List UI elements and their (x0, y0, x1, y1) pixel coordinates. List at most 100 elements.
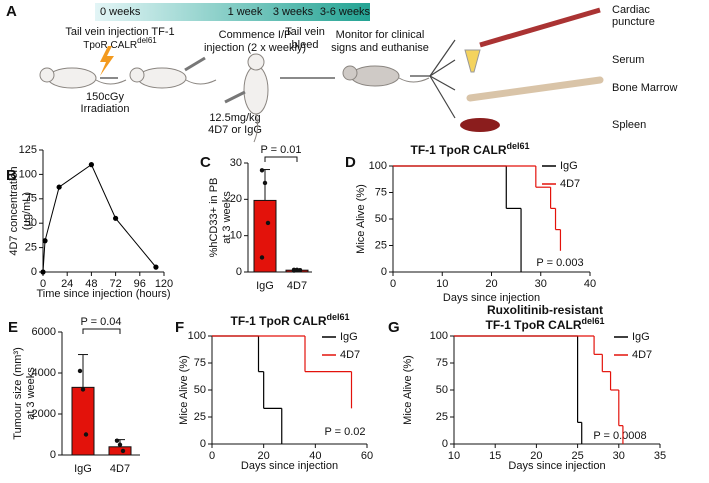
sample-label: puncture (612, 16, 655, 28)
step-label: 4D7 or IgG (208, 124, 262, 136)
y-axis-label: at 3 weeks (25, 367, 37, 420)
y-tick-label: 0 (381, 266, 387, 278)
line (42, 163, 157, 273)
bar (253, 199, 277, 273)
x-tick-label: 10 (448, 450, 460, 462)
legend-label: 4D7 (560, 178, 580, 190)
y-tick-label: 6000 (32, 326, 56, 338)
y-tick-label: 75 (194, 357, 206, 369)
legend-label: 4D7 (632, 349, 652, 361)
point (259, 255, 265, 260)
sample-label: Bone Marrow (612, 82, 677, 94)
x-tick-label: 30 (535, 278, 547, 290)
point (40, 269, 46, 275)
schematic: A 0 weeks 1 week 3 weeks 3-6 weeks Tail … (6, 3, 677, 143)
y-axis-label: Mice Alive (%) (402, 355, 414, 425)
y-tick-label: 75 (25, 193, 37, 205)
panel-label: B (6, 167, 17, 184)
y-tick-label: 4000 (32, 367, 56, 379)
x-tick-label: 0 (390, 278, 396, 290)
y-axis-label: %hCD33+ in PB (208, 178, 220, 258)
point (113, 215, 119, 221)
step-label: TpoR CALRdel61 (83, 36, 157, 51)
point (120, 448, 126, 454)
y-tick-label: 25 (436, 411, 448, 423)
step-label: Tail vein injection TF-1 (65, 26, 174, 38)
y-axis-label: Mice Alive (%) (178, 355, 190, 425)
y-tick-label: 125 (19, 144, 37, 156)
mice (39, 53, 400, 115)
point (114, 438, 120, 443)
y-tick-label: 10 (230, 230, 242, 242)
chart-title: Ruxolitinib-resistant (487, 303, 603, 317)
step-label: Irradiation (81, 103, 130, 115)
point (56, 184, 62, 190)
panel-label: A (6, 3, 17, 20)
bar (108, 446, 132, 456)
legend-label: IgG (340, 331, 358, 343)
y-axis-label: Mice Alive (%) (355, 184, 367, 254)
x-axis-label: Days since injection (443, 292, 540, 304)
x-axis-label: Time since injection (hours) (36, 288, 170, 300)
significance-bracket (82, 328, 121, 334)
x-tick-label: 20 (485, 278, 497, 290)
point (42, 238, 48, 244)
step-label: injection (2 x weekly) (204, 42, 306, 54)
step-label: Commence I/P (219, 29, 292, 41)
x-tick-label: 120 (155, 278, 173, 290)
x-tick-label: 4D7 (287, 280, 307, 292)
point (80, 387, 86, 392)
p-value: P = 0.02 (324, 426, 365, 438)
sample-icons (184, 7, 604, 132)
y-tick-label: 20 (230, 193, 242, 205)
timeline-label: 1 week (228, 6, 263, 18)
step-label: bleed (292, 39, 319, 51)
step-label: TpoR CALR (83, 40, 137, 51)
chart-title: TF-1 TpoR CALR (231, 314, 327, 328)
x-tick-label: 15 (489, 450, 501, 462)
y-axis-label: (µg/mL) (21, 192, 33, 230)
y-tick-label: 75 (375, 186, 387, 198)
step-label: Tail vein (285, 26, 325, 38)
x-tick-label: IgG (74, 463, 92, 475)
x-tick-label: 25 (571, 450, 583, 462)
x-tick-label: 4D7 (110, 463, 130, 475)
mouse-tails (95, 77, 430, 143)
bar (71, 386, 95, 456)
y-axis-label: 4D7 concentration (8, 166, 20, 255)
superscript: del61 (581, 316, 604, 326)
x-tick-label: 0 (209, 450, 215, 462)
significance-bracket (264, 156, 298, 162)
legend-label: IgG (632, 331, 650, 343)
y-tick-label: 0 (442, 438, 448, 450)
chart-title: TF-1 TpoR CALRdel61 (486, 316, 605, 332)
timeline-label: 0 weeks (100, 6, 141, 18)
superscript: del61 (137, 36, 157, 45)
sample-label: Cardiac (612, 4, 650, 16)
y-tick-label: 0 (31, 266, 37, 278)
y-axis-label: at 3 weeks (221, 191, 233, 244)
x-tick-label: 96 (134, 278, 146, 290)
y-tick-label: 100 (19, 168, 37, 180)
superscript: del61 (326, 312, 349, 322)
p-value: P = 0.0008 (593, 430, 646, 442)
x-tick-label: 30 (613, 450, 625, 462)
x-tick-label: 20 (530, 450, 542, 462)
y-tick-label: 0 (50, 449, 56, 461)
y-tick-label: 25 (375, 239, 387, 251)
x-tick-label: 0 (40, 278, 46, 290)
timeline-label: 3 weeks (273, 6, 314, 18)
y-tick-label: 0 (200, 438, 206, 450)
step-label: Monitor for clinical (336, 29, 425, 41)
x-tick-label: 40 (309, 450, 321, 462)
step-label: signs and euthanise (331, 42, 429, 54)
timeline-bar (95, 3, 370, 21)
x-tick-label: 60 (361, 450, 373, 462)
point (262, 180, 268, 186)
y-tick-label: 50 (194, 384, 206, 396)
x-axis-label: Days since injection (241, 460, 338, 472)
y-tick-label: 75 (436, 357, 448, 369)
panel-label: D (345, 154, 356, 171)
x-tick-label: 35 (654, 450, 666, 462)
